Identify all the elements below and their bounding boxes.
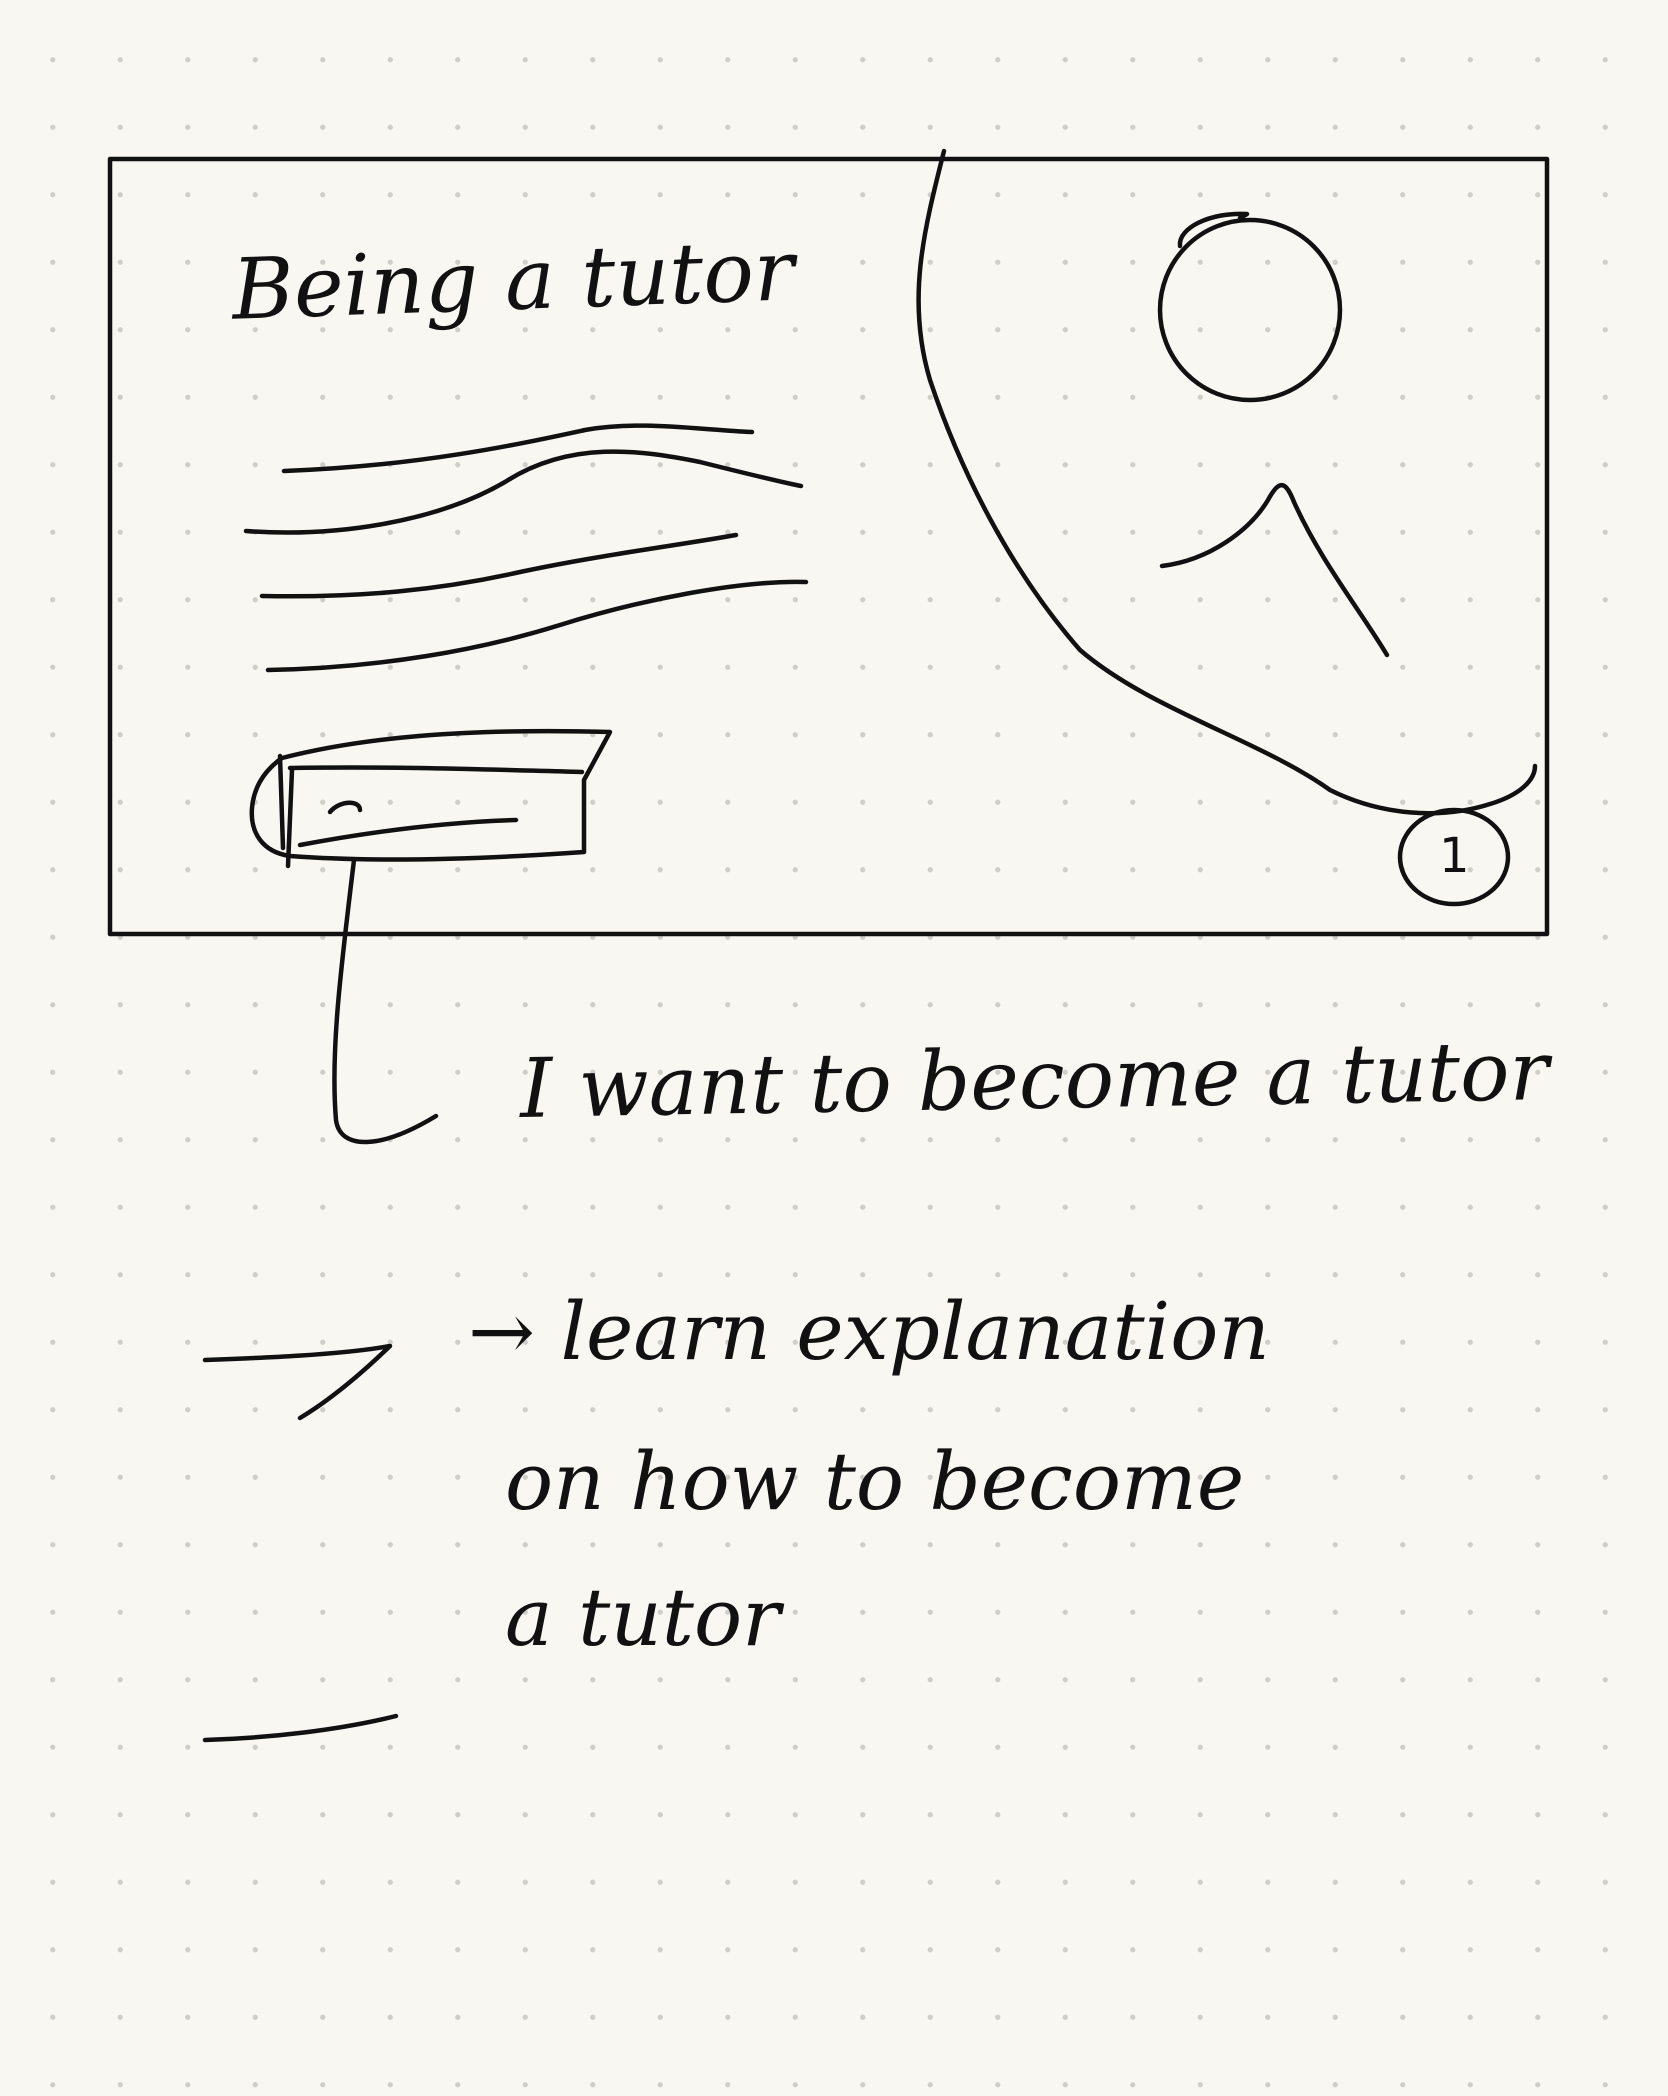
note-line-3: a tutor [505,1571,781,1664]
cta-button[interactable] [249,728,613,869]
slide-title: Being a tutor [230,221,796,339]
slide-number-circle [1397,807,1511,907]
slide-number: 1 [1439,828,1470,884]
note-line-1: → learn explanation [468,1285,1270,1378]
body-text-placeholder [243,423,809,673]
slide-frame [107,156,1550,937]
note-dash [202,1713,399,1743]
button-connector [332,857,439,1145]
note-arrow [202,1343,393,1421]
note-line-2: on how to become [505,1435,1245,1528]
image-area-curve [916,148,1538,816]
button-annotation: I want to become a tutor [519,1024,1550,1137]
person-illustration [1157,211,1390,658]
